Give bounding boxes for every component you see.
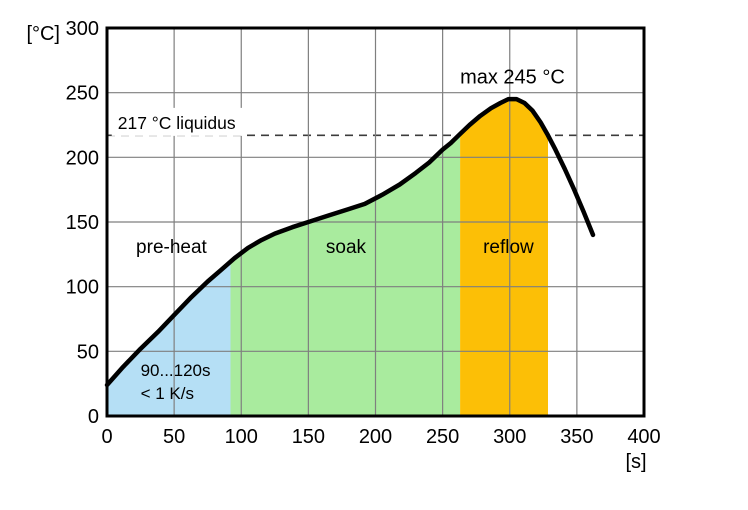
y-axis-unit-label: [°C] (26, 23, 60, 45)
preheat-rate-note-line1: 90...120s (141, 361, 211, 380)
x-tick-label: 400 (627, 426, 660, 448)
region-fill-soak (230, 134, 461, 416)
region-label-reflow: reflow (483, 237, 534, 258)
plot-border (105, 26, 646, 418)
x-tick-label: 350 (560, 426, 593, 448)
y-tick-label: 150 (66, 212, 99, 234)
x-tick-label: 50 (163, 426, 185, 448)
y-tick-label: 250 (66, 83, 99, 105)
y-tick-label: 50 (77, 341, 99, 363)
region-fill-reflow (460, 99, 548, 416)
x-tick-label: 300 (493, 426, 526, 448)
region-label-pre-heat: pre-heat (136, 237, 207, 258)
liquidus-label-bg (111, 107, 244, 136)
peak-max-label: max 245 °C (460, 67, 565, 89)
region-fill-pre-heat (107, 261, 231, 416)
temperature-curve (104, 96, 596, 388)
x-axis-unit-label: [s] (625, 451, 646, 473)
y-tick-label: 300 (66, 18, 99, 40)
x-tick-label: 150 (292, 426, 325, 448)
y-tick-label: 100 (66, 277, 99, 299)
preheat-rate-note-line2: < 1 K/s (141, 384, 194, 403)
x-tick-label: 0 (101, 426, 112, 448)
x-tick-label: 100 (225, 426, 258, 448)
y-tick-label: 0 (88, 406, 99, 428)
liquidus-label: 217 °C liquidus (118, 113, 236, 133)
y-tick-label: 200 (66, 147, 99, 169)
region-label-soak: soak (326, 237, 367, 258)
x-tick-label: 250 (426, 426, 459, 448)
x-tick-label: 200 (359, 426, 392, 448)
